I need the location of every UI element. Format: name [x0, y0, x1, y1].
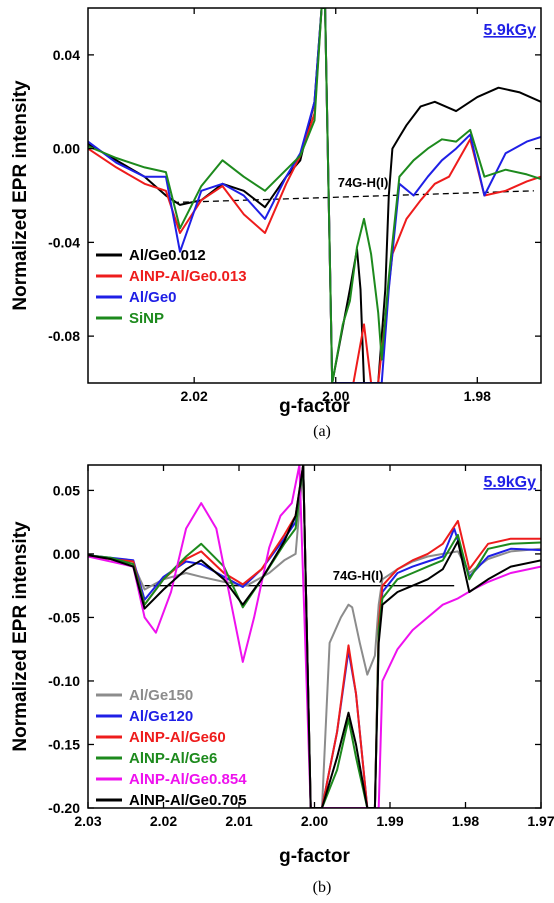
x-tick-label: 1.98	[452, 813, 479, 829]
panel-b-x-ticks: 2.03 2.02 2.01 2.00 1.99 1.98 1.97	[74, 465, 554, 829]
legend-label: Al/Ge120	[129, 708, 193, 725]
y-tick-label: -0.10	[48, 673, 80, 689]
legend-label: Al/Ge0.012	[129, 247, 206, 264]
series-line-3	[88, 8, 541, 383]
panel-a-frame	[87, 7, 542, 384]
panel-b-chart: 2.03 2.02 2.01 2.00 1.99 1.98 1.97 0.05 0.00 -0.…	[10, 464, 554, 896]
x-tick-label: 2.00	[301, 813, 328, 829]
y-tick-label: -0.08	[48, 328, 80, 344]
series-line-6	[88, 465, 541, 808]
x-tick-label: 2.01	[225, 813, 252, 829]
x-tick-label: 2.02	[150, 813, 177, 829]
series-line-3	[88, 465, 541, 808]
x-tick-label: 1.98	[464, 388, 491, 404]
panel-b-y-ticks: 0.05 0.00 -0.05 -0.10 -0.15 -0.20	[48, 482, 541, 816]
x-tick-label: 1.99	[376, 813, 403, 829]
panel-a-caption: (a)	[313, 423, 331, 440]
y-tick-label: 0.05	[53, 482, 80, 498]
y-tick-label: 0.04	[53, 47, 80, 63]
y-tick-label: -0.15	[48, 736, 80, 752]
x-tick-label: 2.00	[322, 388, 349, 404]
panel-b-x-axis-label: g-factor	[279, 846, 350, 867]
series-line-4	[88, 465, 541, 808]
legend-label: Al/Ge0	[129, 289, 177, 306]
panel-a-y-axis-label: Normalized EPR intensity	[10, 80, 31, 311]
legend-label: SiNP	[129, 310, 164, 327]
legend-label: AlNP-Al/Ge60	[129, 729, 226, 746]
legend-label: Al/Ge150	[129, 687, 193, 704]
panel-a-annotation: 74G-H(I)	[338, 175, 389, 190]
x-tick-label: 2.03	[74, 813, 101, 829]
legend-label: AlNP-Al/Ge0.013	[129, 268, 247, 285]
panel-b-dose-label: 5.9kGy	[484, 474, 537, 491]
panel-a-x-axis-label: g-factor	[279, 396, 350, 417]
panel-a-x-ticks: 2.02 2.00 1.98	[181, 8, 491, 404]
y-tick-label: -0.05	[48, 609, 80, 625]
y-tick-label: 0.00	[53, 546, 80, 562]
panel-b-annotation: 74G-H(I)	[333, 568, 384, 583]
panel-b-plot-area	[88, 465, 541, 808]
series-line-4	[88, 8, 541, 383]
panel-a-chart: 2.02 2.00 1.98 0.04 0.00 -0.04 -0.08 Normaliz…	[10, 7, 542, 440]
panel-b-legend: Al/Ge150 Al/Ge120 AlNP-Al/Ge60 AlNP-Al/Ge6 A…	[96, 687, 247, 809]
panel-a-plot-area	[88, 8, 541, 383]
y-tick-label: -0.20	[48, 800, 80, 816]
panel-a-dose-label: 5.9kGy	[484, 22, 537, 39]
x-tick-label: 1.97	[527, 813, 554, 829]
panel-a-y-ticks: 0.04 0.00 -0.04 -0.08	[48, 47, 541, 344]
legend-label: AlNP-Al/Ge6	[129, 750, 217, 767]
panel-b-caption: (b)	[313, 879, 332, 896]
panel-b-y-axis-label: Normalized EPR intensity	[10, 521, 31, 752]
y-tick-label: 0.00	[53, 141, 80, 157]
panel-a-legend: Al/Ge0.012 AlNP-Al/Ge0.013 Al/Ge0 SiNP	[96, 247, 247, 327]
legend-label: AlNP-Al/Ge0.705	[129, 792, 247, 809]
legend-label: AlNP-Al/Ge0.854	[129, 771, 247, 788]
x-tick-label: 2.02	[181, 388, 208, 404]
series-line-1	[88, 465, 541, 808]
y-tick-label: -0.04	[48, 234, 80, 250]
